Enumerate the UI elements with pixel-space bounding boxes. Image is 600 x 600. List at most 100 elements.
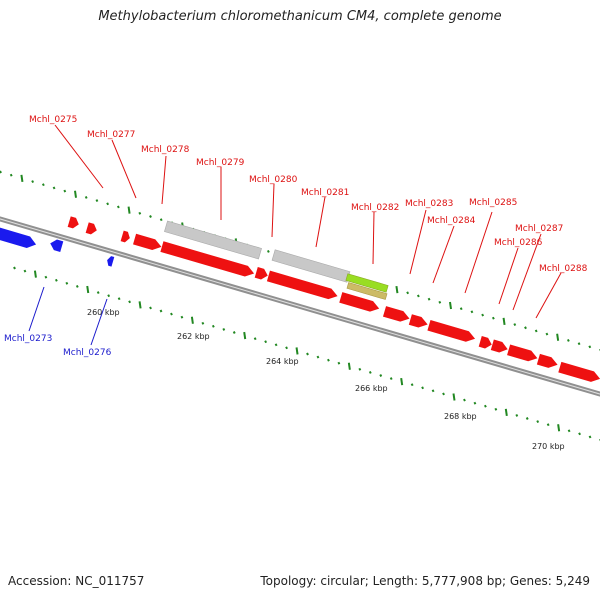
reverse-gene[interactable] [0,225,38,250]
tick-mark [545,332,549,336]
gene-label[interactable]: Mchl_0275 [29,115,77,125]
tick-mark [459,307,463,311]
tick-mark [232,331,236,334]
pointer-line [161,155,167,205]
pointer-line [498,247,519,305]
scale-label: 270 kbp [532,442,565,451]
tick-mark [494,407,498,411]
tick-mark [20,174,24,182]
tick-mark [211,324,215,328]
scale-label: 268 kbp [444,412,477,421]
gene-label[interactable]: Mchl_0287 [515,224,563,234]
gene-label[interactable]: Mchl_0278 [141,145,190,155]
reverse-gene[interactable] [106,255,115,267]
tick-mark [410,383,414,387]
tick-mark [264,340,268,344]
tick-mark [502,317,506,326]
tick-mark [406,291,410,295]
reverse-gene[interactable] [49,238,64,252]
gene-label[interactable]: Mchl_0282 [351,203,399,213]
tick-mark [84,195,88,199]
pointer-line [535,272,562,319]
tick-mark [138,211,142,215]
tick-mark [149,306,152,310]
forward-gene[interactable] [160,241,255,278]
tick-mark [107,294,111,298]
tick-mark [481,313,485,317]
tick-mark [442,392,445,396]
misc-feature[interactable] [164,220,262,260]
tick-mark [566,339,570,342]
forward-gene[interactable] [382,306,411,324]
forward-gene[interactable] [427,319,476,344]
tick-mark [534,329,538,333]
tick-mark [316,355,320,359]
tick-mark [243,331,247,340]
forward-gene[interactable] [408,314,429,330]
gene-label[interactable]: Mchl_0276 [63,348,112,358]
label-pointers [28,124,562,346]
tick-mark [0,170,2,174]
tick-mark [149,215,152,218]
gene-label[interactable]: Mchl_0280 [249,175,298,185]
forward-gene[interactable] [536,353,559,370]
forward-gene[interactable] [266,270,339,302]
scale-label: 264 kbp [266,357,299,366]
genome-summary: Topology: circular; Length: 5,777,908 bp… [260,574,590,588]
tick-mark [106,202,110,206]
forward-gene[interactable] [339,292,380,314]
tick-mark [128,300,132,304]
scale-label: 260 kbp [87,308,120,317]
forward-gene[interactable] [490,339,509,354]
tick-mark [159,218,163,222]
tick-mark [368,370,372,374]
pointer-line [28,286,45,332]
tick-mark [421,386,425,390]
gene-features[interactable] [0,216,600,384]
gene-label[interactable]: Mchl_0286 [494,238,543,248]
gene-label[interactable]: Mchl_0281 [301,188,349,198]
gene-label[interactable]: Mchl_0288 [539,264,588,274]
forward-gene[interactable] [120,230,132,244]
tick-mark [96,291,100,295]
forward-gene[interactable] [478,336,494,350]
gene-label[interactable]: Mchl_0277 [87,130,135,140]
highlight-feature[interactable] [345,273,389,293]
tick-mark [327,358,330,362]
pointer-line [315,196,326,248]
tick-mark [395,285,399,294]
forward-gene[interactable] [507,344,539,364]
accession-text: Accession: NC_011757 [8,574,145,588]
scale-label: 266 kbp [355,384,388,393]
tick-mark [525,417,529,420]
tick-mark [285,346,288,350]
forward-gene[interactable] [133,233,163,252]
gene-label[interactable]: Mchl_0285 [469,198,517,208]
gene-label[interactable]: Mchl_0284 [427,216,476,226]
forward-gene[interactable] [67,216,81,229]
misc-feature[interactable] [271,249,351,283]
tick-mark [438,300,442,304]
tick-mark [463,398,466,402]
tick-mark [41,183,45,187]
forward-gene[interactable] [254,267,270,281]
tick-mark [470,310,474,314]
gene-label[interactable]: Mchl_0283 [405,199,453,209]
tick-mark [63,189,67,193]
pointer-line [372,211,375,265]
tick-mark [127,206,131,214]
misc-feature[interactable] [346,282,388,300]
gene-label[interactable]: Mchl_0273 [4,334,52,344]
gene-label[interactable]: Mchl_0279 [196,158,245,168]
tick-mark [295,347,299,355]
tick-mark [274,343,278,347]
pointer-line [464,211,493,294]
pointer-line [512,233,542,311]
tick-mark [567,429,571,433]
forward-gene[interactable] [558,361,600,384]
tick-mark [52,186,56,190]
tick-mark [222,327,226,331]
forward-gene[interactable] [85,222,99,235]
tick-mark [116,205,120,209]
pointer-line [90,298,108,346]
